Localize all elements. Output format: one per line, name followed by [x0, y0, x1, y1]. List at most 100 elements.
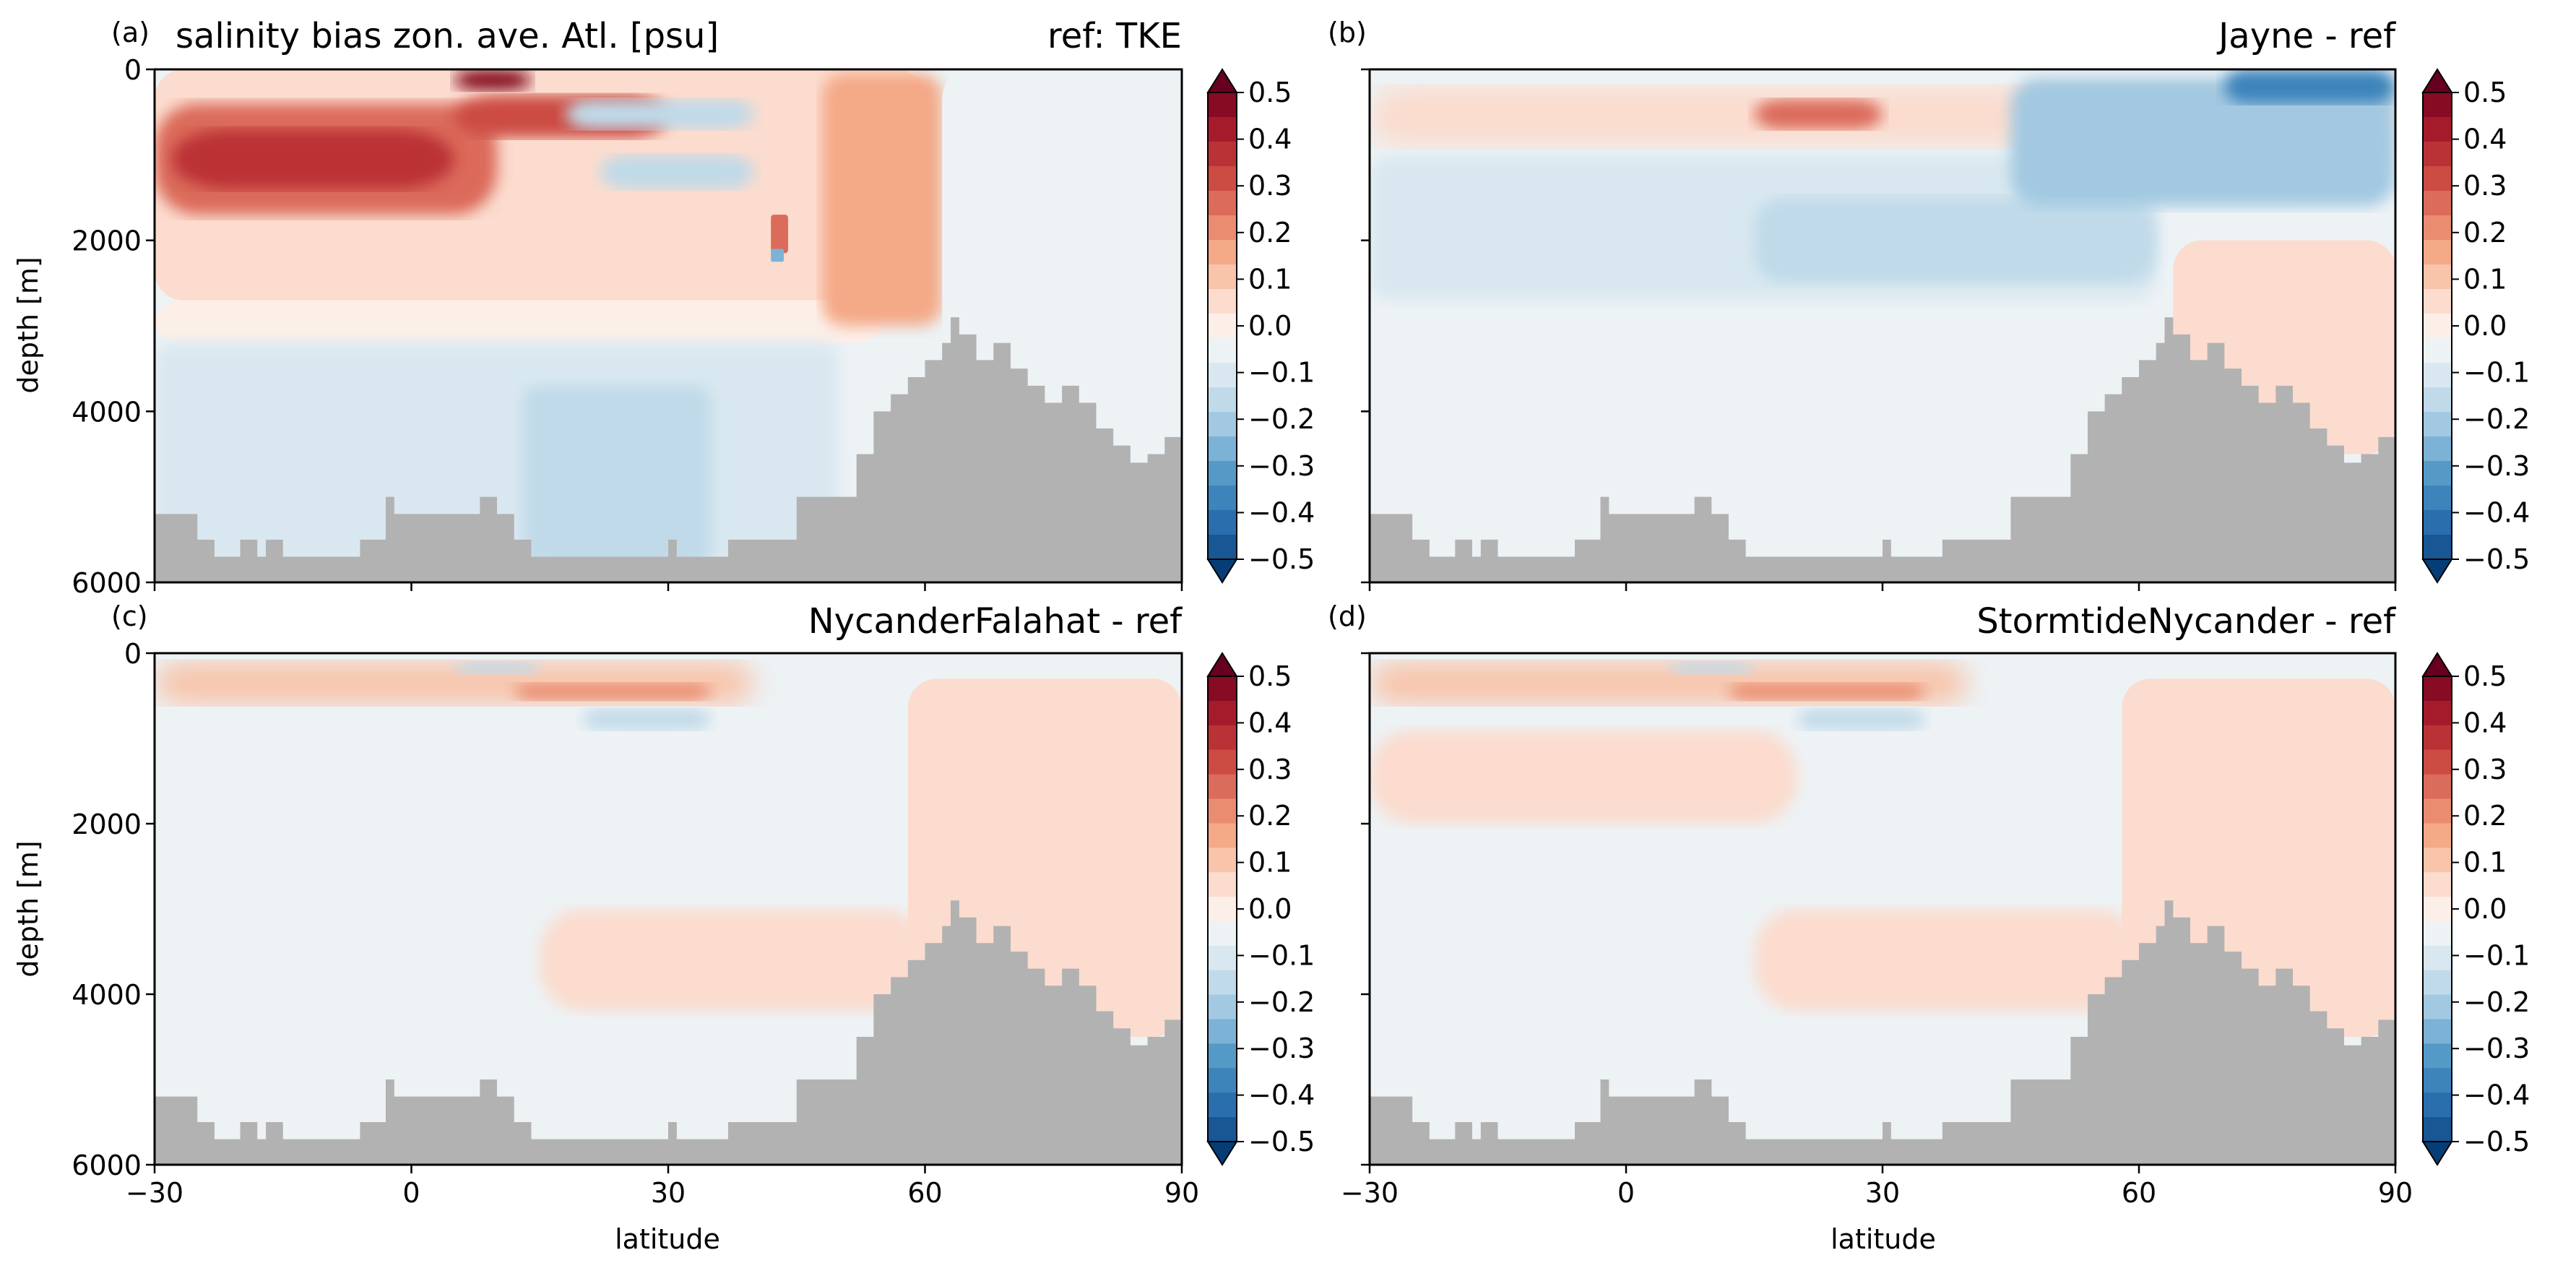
colorbar-tick-label: −0.3: [1248, 450, 1315, 482]
negative-anomaly-region: [1754, 197, 2156, 283]
colorbar-segment: [1208, 535, 1237, 560]
colorbar-segment: [2423, 676, 2452, 702]
chart-title: salinity bias zon. ave. Atl. [psu]: [176, 16, 719, 56]
colorbar-tick-label: −0.2: [1248, 403, 1315, 435]
bathymetry: [155, 900, 1182, 1165]
colorbar-segment: [2423, 191, 2452, 216]
colorbar-segment: [1208, 1019, 1237, 1045]
positive-anomaly-region: [454, 69, 532, 91]
colorbar-segment: [2423, 363, 2452, 388]
negative-anomaly-region: [1669, 661, 1755, 675]
colorbar-extend-min: [1206, 559, 1238, 584]
panel-letter: (a): [111, 17, 150, 48]
colorbar-segment: [2423, 117, 2452, 142]
colorbar-tick-label: −0.5: [2463, 1126, 2530, 1158]
panel-right-title: Jayne - ref: [2216, 16, 2396, 56]
colorbar-tick-label: 0.4: [2463, 707, 2507, 738]
negative-anomaly-region: [600, 155, 754, 189]
colorbar-tick-label: 0.1: [2463, 847, 2507, 879]
x-tick-label: 0: [402, 1177, 420, 1209]
colorbar-segment: [2423, 749, 2452, 775]
colorbar-tick-label: −0.2: [2463, 986, 2530, 1018]
colorbar-extend-max: [1206, 652, 1238, 677]
negative-anomaly-region: [2010, 77, 2395, 207]
colorbar-segment: [1208, 461, 1237, 486]
positive-anomaly-region: [540, 909, 925, 1012]
colorbar-tick-label: 0.5: [1248, 660, 1292, 692]
y-tick-label: 6000: [72, 567, 142, 599]
colorbar-segment: [1208, 338, 1237, 363]
colorbar-segment: [1208, 117, 1237, 142]
colorbar-tick-label: 0.5: [2463, 660, 2507, 692]
axes: [1361, 68, 2397, 591]
negative-anomaly-cell: [771, 249, 784, 262]
positive-anomaly-region: [171, 129, 454, 189]
colorbar-tick-label: −0.3: [2463, 450, 2530, 482]
colorbar-tick-label: −0.2: [2463, 403, 2530, 435]
negative-anomaly-region: [565, 99, 754, 129]
colorbar-tick-label: 0.0: [1248, 310, 1292, 342]
x-axis-label: latitude: [1831, 1223, 1936, 1255]
colorbar-segment: [1208, 700, 1237, 726]
colorbar-segment: [1208, 872, 1237, 897]
colorbar-segment: [1208, 142, 1237, 167]
colorbar-segment: [2423, 314, 2452, 339]
colorbar-segment: [2423, 486, 2452, 511]
colorbar-extend-min: [2421, 1141, 2453, 1166]
x-tick-label: 90: [1164, 1177, 1199, 1209]
negative-anomaly-region: [454, 661, 540, 675]
y-axis-label: depth [m]: [12, 257, 44, 393]
colorbar: 0.5 0.4 0.3 0.2 0.1 0.0 −0.1 −0.2 −0.3 −0.4 −0.5: [2421, 68, 2530, 584]
colorbar-segment: [1208, 191, 1237, 216]
colorbar-segment: [2423, 1019, 2452, 1045]
colorbar-tick-label: 0.4: [1248, 124, 1292, 155]
colorbar-segment: [1208, 436, 1237, 462]
colorbar-tick-label: 0.0: [2463, 310, 2507, 342]
colorbar-tick-label: 0.3: [2463, 170, 2507, 202]
x-tick-label: 0: [1617, 1177, 1635, 1209]
x-tick-label: −30: [1341, 1177, 1399, 1209]
negative-anomaly-region: [1797, 708, 1926, 730]
colorbar-extend-max: [1206, 68, 1238, 93]
colorbar: 0.5 0.4 0.3 0.2 0.1 0.0 −0.1 −0.2 −0.3 −0.4 −0.5: [1206, 652, 1315, 1166]
x-tick-label: 60: [907, 1177, 942, 1209]
bathymetry-mask: [1370, 900, 2395, 1165]
colorbar-segment: [2423, 1117, 2452, 1142]
colorbar-segment: [1208, 945, 1237, 971]
colorbar-segment: [1208, 749, 1237, 775]
colorbar-tick-label: −0.4: [2463, 1079, 2530, 1111]
x-axis-label: latitude: [615, 1223, 720, 1255]
x-tick-label: 90: [2378, 1177, 2413, 1209]
y-tick-label: 4000: [72, 979, 142, 1011]
colorbar-segment: [2423, 700, 2452, 726]
bathymetry-mask: [1370, 317, 2395, 582]
colorbar-tick-label: 0.1: [2463, 263, 2507, 295]
panel-b: (b) Jayne - ref 0.5 0.4 0.3 0.2 0.1 0.0 −0.1 −0…: [1328, 16, 2530, 591]
colorbar-segment: [2423, 240, 2452, 265]
bathymetry-mask: [155, 900, 1182, 1165]
colorbar-segment: [2423, 994, 2452, 1020]
colorbar-segment: [1208, 92, 1237, 118]
axes: 0 2000 4000 6000: [72, 54, 1183, 599]
colorbar-tick-label: 0.3: [1248, 170, 1292, 202]
colorbar-extend-max: [2421, 652, 2453, 677]
colorbar-tick-label: −0.4: [2463, 496, 2530, 528]
colorbar-segment: [1208, 264, 1237, 290]
heatmap-field: [155, 69, 1182, 582]
colorbar-tick-label: 0.0: [1248, 893, 1292, 925]
colorbar-segment: [1208, 412, 1237, 437]
colorbar-segment: [2423, 897, 2452, 922]
colorbar-segment: [1208, 676, 1237, 702]
colorbar-tick-label: −0.3: [2463, 1033, 2530, 1064]
positive-anomaly-region: [1370, 730, 1797, 824]
colorbar-segment: [2423, 461, 2452, 486]
colorbar-segment: [2423, 774, 2452, 800]
bathymetry: [1370, 317, 2395, 582]
colorbar-tick-label: −0.3: [1248, 1033, 1315, 1064]
colorbar-segment: [1208, 166, 1237, 191]
colorbar-segment: [1208, 970, 1237, 996]
colorbar-tick-label: −0.5: [2463, 543, 2530, 575]
panel-right-title: StormtideNycander - ref: [1976, 601, 2396, 642]
colorbar-tick-label: 0.0: [2463, 893, 2507, 925]
